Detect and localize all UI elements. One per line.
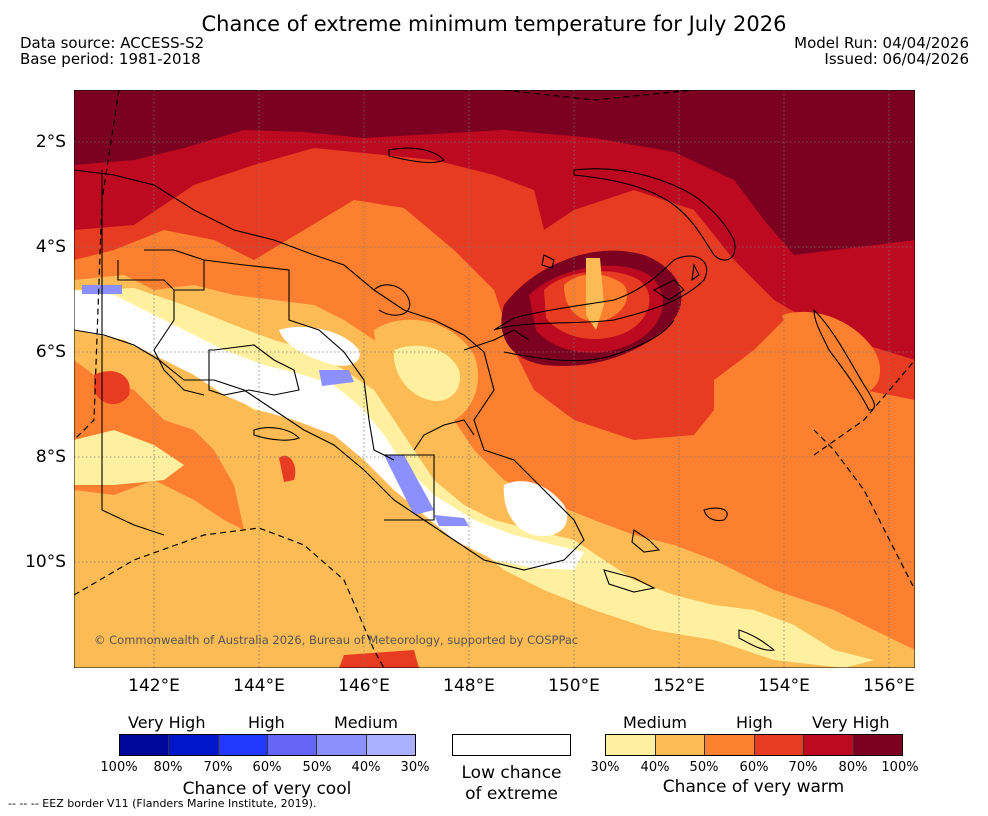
cool-tick-30: 30% [400,760,430,775]
cool-tick-70: 70% [203,760,233,775]
warm-swatch-2 [655,735,705,755]
cool-swatch-2 [169,735,219,755]
lon-label-156e: 156°E [863,676,915,696]
issued-date: Issued: 06/04/2026 [824,50,969,68]
lat-label-8s: 8°S [35,447,66,467]
warm-colorbar [605,734,903,756]
cool-tick-80: 80% [153,760,183,775]
warm-legend-title: Chance of very warm [662,777,845,797]
lon-label-154e: 154°E [758,676,810,696]
base-period: Base period: 1981-2018 [20,50,201,68]
cool-tick-40: 40% [351,760,381,775]
warm-tick-30: 30% [590,760,620,775]
warm-tick-100: 100% [881,760,919,775]
eez-footnote: -- -- -- EEZ border V11 (Flanders Marine… [8,797,317,810]
map-panel: © Commonwealth of Australia 2026, Bureau… [74,90,915,668]
cool-level-high: High [248,713,285,732]
cool-swatch-4 [267,735,318,755]
lon-label-146e: 146°E [338,676,390,696]
cool-tick-100: 100% [100,760,138,775]
warm-level-high: High [736,713,773,732]
cool-level-very-high: Very High [128,713,206,732]
warm-tick-70: 70% [788,760,818,775]
meta-right: Model Run: 04/04/2026 Issued: 06/04/2026 [794,35,969,67]
lon-label-142e: 142°E [128,676,180,696]
meta-left: Data source: ACCESS-S2 Base period: 1981… [20,35,204,67]
cool-tick-60: 60% [252,760,282,775]
cool-level-medium: Medium [334,713,398,732]
cool-swatch-1 [120,735,170,755]
warm-swatch-5 [804,735,854,755]
lon-label-144e: 144°E [233,676,285,696]
warm-swatch-3 [705,735,755,755]
warm-swatch-4 [754,735,804,755]
lat-label-6s: 6°S [35,342,66,362]
low-chance-swatch [452,734,571,756]
warm-tick-80: 80% [838,760,868,775]
cool-legend-title: Chance of very cool [182,779,352,799]
cool-colorbar [119,734,416,756]
data-source: Data source: ACCESS-S2 [20,34,205,52]
cool-swatch-5 [317,735,367,755]
field-low-chance [74,290,584,570]
lon-label-152e: 152°E [653,676,705,696]
lat-label-2s: 2°S [35,132,66,152]
lon-label-150e: 150°E [548,676,600,696]
warm-level-medium: Medium [623,713,687,732]
warm-tick-60: 60% [739,760,769,775]
warm-swatch-6 [853,735,902,755]
cool-tick-50: 50% [302,760,332,775]
lat-label-4s: 4°S [35,237,66,257]
cool-swatch-6 [366,735,415,755]
copyright-note: © Commonwealth of Australia 2026, Bureau… [94,633,578,647]
warm-swatch-1 [606,735,656,755]
eez-borders [74,90,915,668]
warm-tick-40: 40% [640,760,670,775]
warm-tick-50: 50% [689,760,719,775]
coastlines [74,147,875,651]
low-chance-label: Low chance of extreme [461,763,562,804]
chart-title: Chance of extreme minimum temperature fo… [201,12,787,36]
warm-level-very-high: Very High [812,713,890,732]
graticule [74,90,915,668]
lon-label-148e: 148°E [443,676,495,696]
lat-label-10s: 10°S [25,552,66,572]
cool-swatch-3 [218,735,268,755]
model-run: Model Run: 04/04/2026 [794,34,969,52]
